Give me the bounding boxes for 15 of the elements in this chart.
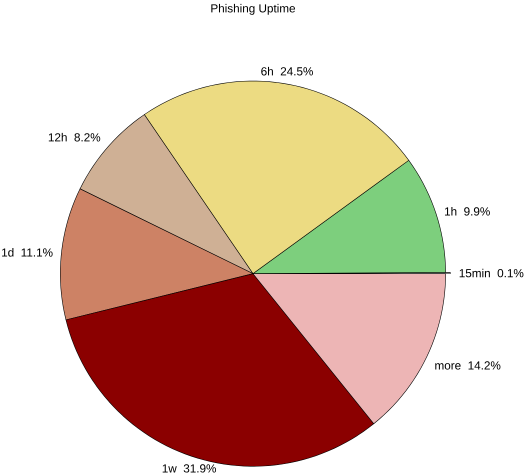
data-label: 24.5% [280,67,313,76]
data-label: 11.1% [22,248,53,257]
slice-label: 12h [48,133,67,142]
slice-label: 1d [2,248,14,257]
slice-label: 15min [460,268,490,278]
chart-title: Phishing Uptime [211,4,296,15]
data-label: 14.2% [468,361,500,370]
slice-label: 6h [261,67,273,76]
data-label: 31.9% [184,464,216,473]
data-label: 0.1% [498,269,524,278]
slice-label: 1w [162,464,177,473]
slice-label: more [435,363,461,370]
data-label: 9.9% [464,207,490,216]
data-label: 8.2% [74,133,100,142]
slice-label: 1h [444,207,456,216]
